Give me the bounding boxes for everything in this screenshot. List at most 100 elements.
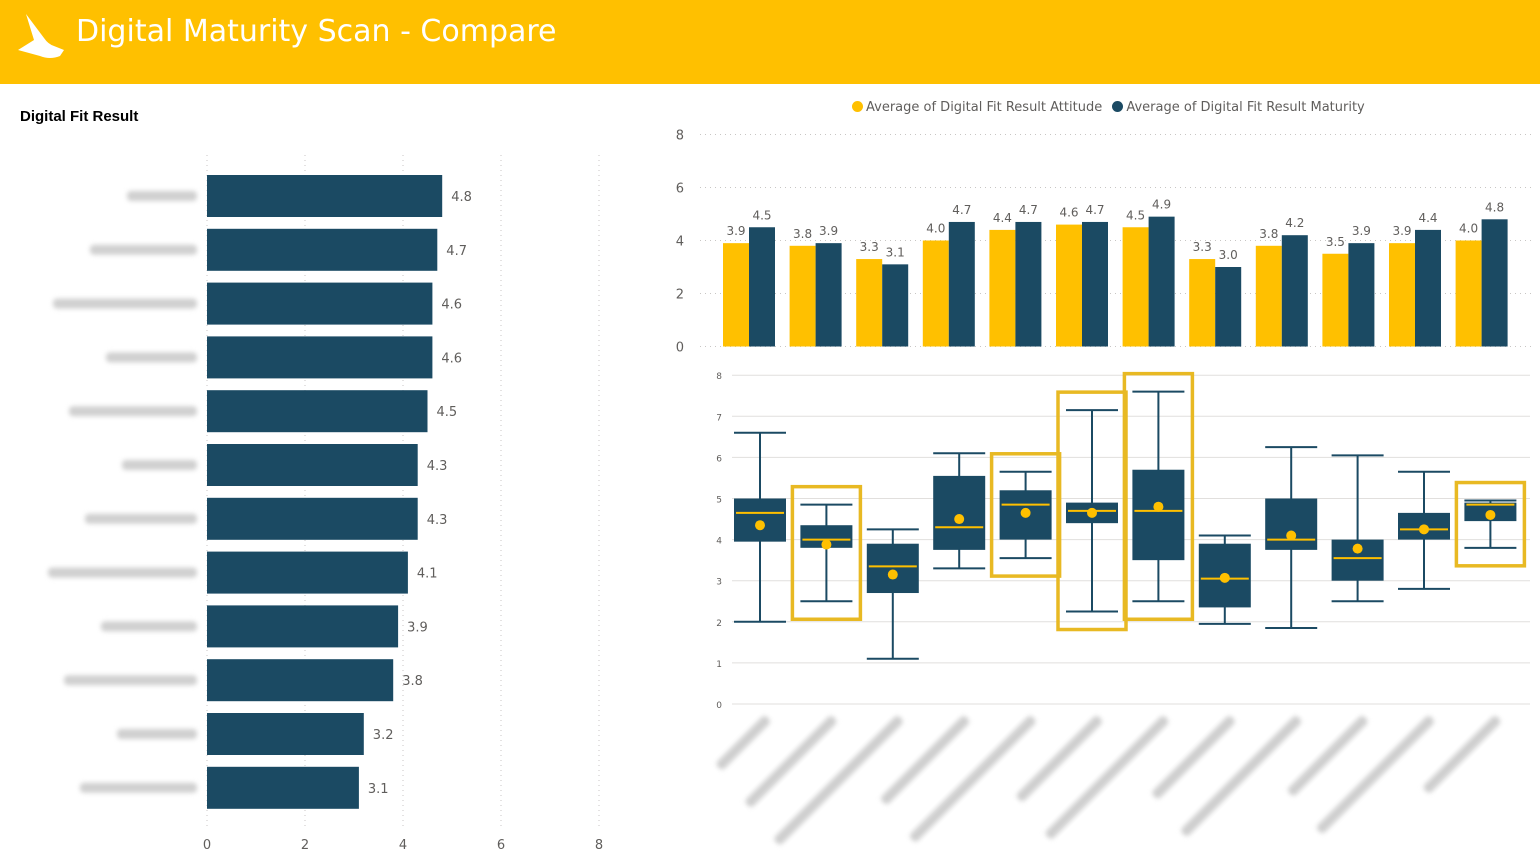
y-tick-label: 7: [716, 413, 722, 423]
column: [1189, 259, 1216, 347]
y-tick-label: 1: [716, 660, 722, 670]
bar: [207, 228, 438, 271]
grouped-column-chart: 0 2 4 6 8 3.9 4.5 3.8 3.9 3.3 3.1 4.0 4.7 4.4 4.7 4.6 4.…: [676, 129, 1535, 356]
blurred-category-label: [1016, 716, 1102, 802]
column: [1389, 243, 1415, 347]
column-value-label: 3.9: [726, 224, 745, 238]
mean-marker: [1286, 530, 1297, 541]
column: [1348, 243, 1375, 347]
box-plot-chart: 0 1 2 3 4 5 6 7 8: [716, 371, 1530, 845]
mean-marker: [1485, 509, 1496, 520]
mean-marker: [1020, 507, 1031, 518]
column: [1481, 219, 1508, 347]
bar-chart-title: Digital Fit Result: [20, 108, 139, 125]
bar: [207, 444, 418, 486]
column: [1415, 229, 1441, 347]
blurred-category-label: [127, 191, 197, 201]
column: [723, 243, 749, 347]
blurred-category-label-group: [774, 716, 903, 845]
column: [989, 229, 1016, 347]
column: [1215, 267, 1242, 347]
column-value-label: 4.0: [1459, 222, 1478, 236]
column-value-label: 3.8: [1259, 227, 1278, 241]
blurred-category-label: [117, 729, 197, 739]
column-value-label: 3.9: [1352, 224, 1371, 238]
bar: [207, 605, 399, 648]
column-value-label: 3.9: [819, 224, 838, 238]
column-value-label: 3.0: [1219, 248, 1238, 262]
column-value-label: 3.3: [860, 240, 879, 254]
y-tick-label: 8: [716, 372, 722, 382]
legend-label-maturity: Average of Digital Fit Result Maturity: [1126, 100, 1365, 115]
blurred-category-label: [48, 567, 197, 578]
bar: [207, 497, 418, 540]
mean-marker: [887, 569, 898, 580]
blurred-category-label-group: [910, 716, 1036, 842]
logo-icon: [18, 14, 64, 58]
column-value-label: 4.4: [1418, 211, 1437, 225]
blurred-category-label: [101, 621, 197, 632]
highlight-box: [1122, 371, 1195, 621]
highlight-box: [1454, 480, 1527, 568]
blurred-category-label-group: [1288, 716, 1368, 796]
bar-value-label: 3.9: [407, 620, 428, 635]
mean-marker: [821, 539, 832, 550]
column: [789, 245, 816, 347]
legend-item-maturity[interactable]: Average of Digital Fit Result Maturity: [1112, 100, 1365, 115]
column-value-label: 3.9: [1392, 224, 1411, 238]
highlight-box: [790, 484, 863, 621]
blurred-category-label: [881, 716, 970, 805]
blurred-category-label: [1288, 716, 1368, 796]
column: [1148, 216, 1175, 347]
y-tick-label: 3: [716, 578, 722, 588]
column: [815, 243, 842, 347]
bar-value-label: 4.6: [441, 351, 462, 366]
column-value-label: 4.5: [752, 208, 771, 222]
column: [1255, 245, 1282, 347]
mean-marker: [1087, 507, 1097, 518]
column-value-label: 4.7: [952, 203, 971, 217]
column-chart-legend[interactable]: Average of Digital Fit Result Attitude A…: [852, 100, 1371, 115]
column-value-label: 3.1: [886, 245, 905, 259]
blurred-category-label: [774, 716, 903, 845]
column: [856, 259, 883, 347]
report-header: Digital Maturity Scan - Compare: [0, 0, 1540, 84]
blurred-category-label: [1423, 716, 1501, 793]
bar-value-label: 4.1: [417, 567, 438, 582]
legend-item-attitude[interactable]: Average of Digital Fit Result Attitude: [852, 100, 1102, 115]
blurred-category-label: [910, 716, 1036, 842]
bar-value-label: 3.1: [368, 782, 389, 797]
box: [1132, 469, 1185, 561]
mean-marker: [1419, 524, 1429, 535]
blurred-category-label-group: [716, 716, 770, 770]
column: [1281, 235, 1308, 347]
legend-dot-maturity: [1112, 101, 1124, 112]
column: [1082, 221, 1108, 347]
blurred-category-label: [69, 406, 197, 417]
x-tick-label: 2: [301, 838, 309, 853]
column: [1056, 224, 1082, 347]
bar: [207, 390, 428, 433]
column-value-label: 4.9: [1152, 198, 1171, 212]
box: [734, 498, 786, 542]
blurred-category-label-group: [1016, 716, 1102, 802]
x-tick-label: 4: [399, 838, 407, 853]
mean-marker: [1219, 572, 1230, 583]
column: [882, 264, 909, 347]
blurred-category-label-group: [1045, 716, 1169, 839]
blurred-category-label-group: [1316, 716, 1434, 834]
blurred-category-label: [64, 675, 197, 686]
column-value-label: 4.5: [1126, 208, 1145, 222]
bar-value-label: 3.2: [373, 728, 394, 743]
y-tick-label: 5: [716, 496, 722, 506]
blurred-category-label: [1152, 716, 1235, 799]
column: [922, 240, 949, 347]
blurred-category-label-group: [881, 716, 970, 805]
y-tick-label: 0: [716, 701, 722, 711]
y-tick-label: 6: [676, 182, 684, 197]
y-tick-label: 2: [676, 288, 684, 303]
column-value-label: 3.8: [793, 227, 812, 241]
column: [1455, 240, 1482, 347]
bar-value-label: 4.5: [437, 405, 458, 420]
column-value-label: 4.7: [1085, 203, 1104, 217]
